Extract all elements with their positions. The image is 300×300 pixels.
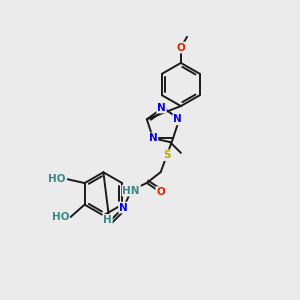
Text: H: H [103,215,112,225]
Text: N: N [173,114,182,124]
Text: HO: HO [49,174,66,184]
Text: N: N [157,103,166,112]
Text: N: N [149,133,158,143]
Text: O: O [156,187,165,197]
Text: O: O [176,43,185,52]
Text: HO: HO [52,212,69,222]
Text: HN: HN [122,186,140,196]
Text: S: S [163,150,171,160]
Text: N: N [119,202,128,213]
